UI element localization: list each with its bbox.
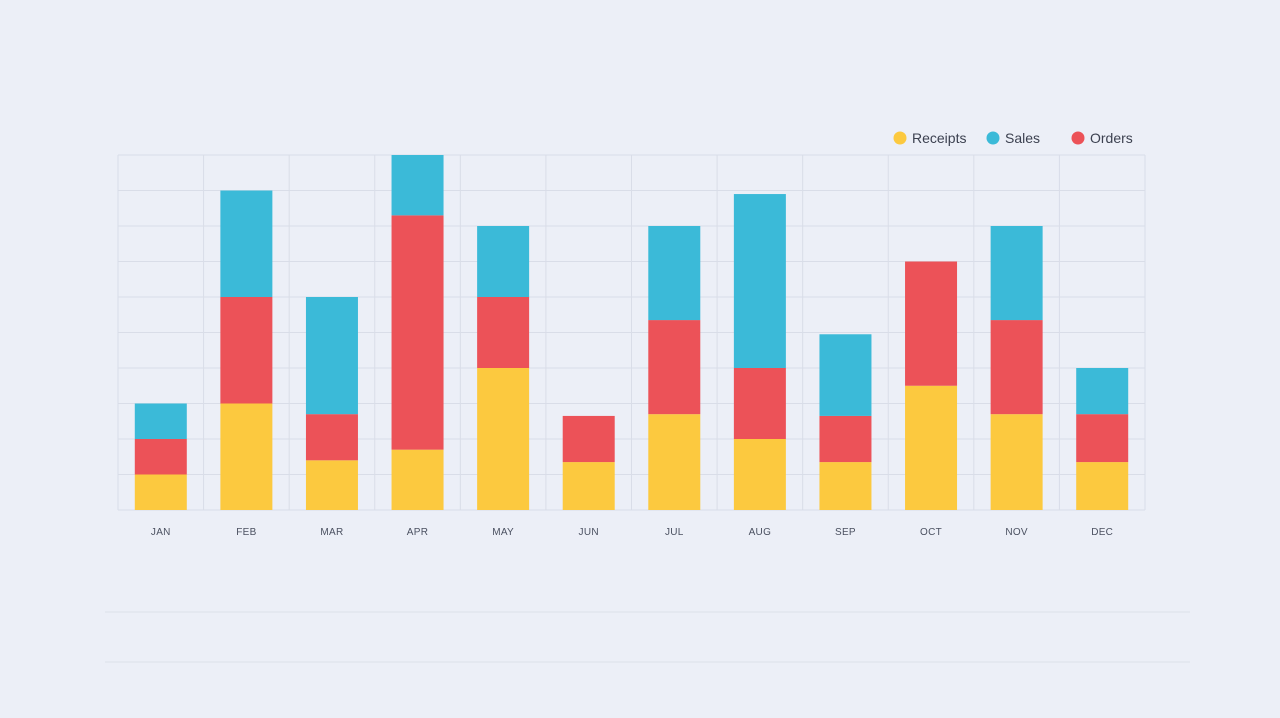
tick-label: JUL [665,527,684,538]
tick-label: JUN [579,527,599,538]
bar-receipts-nov [990,414,1043,510]
bar-receipts-jan [134,474,187,510]
bar-orders-feb [220,297,273,404]
bar-orders-jul [648,320,701,415]
x-axis-ticks: JAN FEB MAR APR MAY JUN JUL AUG SEP OCT NOV DEC [151,527,1113,538]
bars [134,155,1129,510]
bar-sales-nov [990,226,1043,321]
legend-marker [1071,131,1085,145]
tick-label: JAN [151,527,171,538]
grid [105,154,1190,663]
bar-sales-feb [220,190,273,297]
bar-receipts-oct [905,385,958,510]
legend-label: Sales [1005,130,1040,146]
bar-orders-dec [1076,414,1129,463]
bar-sales-mar [305,297,358,415]
bar-sales-dec [1076,368,1129,415]
bar-receipts-feb [220,403,273,510]
bar-sales-apr [391,155,444,216]
bar-orders-apr [391,215,444,450]
bar-receipts-mar [305,460,358,510]
bar-orders-jan [134,439,187,475]
bar-orders-nov [990,320,1043,415]
bar-orders-jun [562,415,615,463]
bar-orders-aug [733,368,786,439]
bar-receipts-sep [819,462,872,510]
bar-receipts-dec [1076,462,1129,510]
tick-label: SEP [835,527,856,538]
tick-label: MAY [492,527,514,538]
tick-label: APR [407,527,428,538]
tick-label: MAR [320,527,343,538]
bar-receipts-jun [562,462,615,510]
bar-orders-mar [305,414,358,461]
bar-sales-may [477,226,530,297]
bar-sales-aug [733,194,786,368]
bar-receipts-apr [391,449,444,510]
bar-orders-sep [819,415,872,463]
bar-orders-oct [905,261,958,386]
legend: Receipts Sales Orders [893,130,1133,146]
bar-receipts-jul [648,414,701,510]
legend-label: Orders [1090,130,1133,146]
tick-label: NOV [1005,527,1028,538]
bar-receipts-aug [733,439,786,510]
bar-receipts-may [477,368,530,510]
bar-sales-sep [819,334,872,416]
legend-label: Receipts [912,130,966,146]
bar-sales-jan [134,403,187,439]
tick-label: OCT [920,527,942,538]
tick-label: AUG [749,527,772,538]
legend-marker [893,131,907,145]
bar-orders-may [477,297,530,368]
tick-label: DEC [1091,527,1113,538]
legend-marker [986,131,1000,145]
tick-label: FEB [236,527,256,538]
bar-sales-jul [648,226,701,321]
